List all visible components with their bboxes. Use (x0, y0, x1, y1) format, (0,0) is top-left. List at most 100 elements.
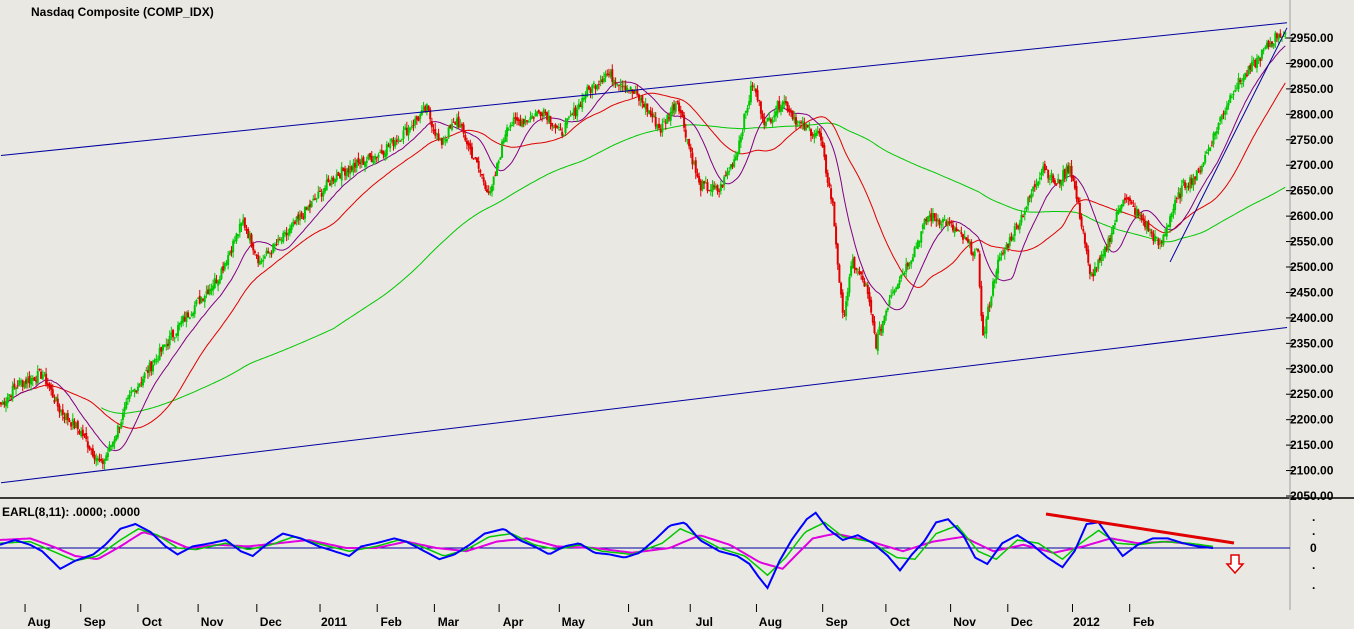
candle-up (1205, 152, 1208, 154)
candle-up (26, 378, 29, 384)
candle-up (155, 358, 158, 360)
candle-up (447, 127, 450, 138)
candle-up (1237, 78, 1240, 90)
indicator-signal-line (0, 531, 1214, 570)
candle-down (938, 219, 941, 225)
candle-down (66, 413, 69, 420)
candle-down (1043, 163, 1046, 171)
candle-up (1030, 193, 1033, 199)
candle-up (168, 335, 171, 346)
candle-up (1257, 56, 1260, 59)
candle-up (1027, 197, 1030, 206)
candle-up (928, 215, 931, 218)
candle-down (875, 334, 878, 349)
x-tick-label: May (562, 615, 586, 629)
candle-up (512, 117, 515, 125)
candle-up (913, 247, 916, 257)
candle-down (140, 382, 143, 384)
candle-up (95, 458, 98, 462)
candle-up (1265, 42, 1268, 48)
candle-down (606, 73, 609, 75)
candle-up (506, 127, 509, 137)
candle-down (332, 177, 335, 182)
candle-up (901, 273, 904, 275)
x-tick-label: Aug (27, 615, 50, 629)
candle-up (364, 162, 367, 167)
candle-down (40, 371, 43, 379)
candle-down (1279, 33, 1282, 38)
candle-down (574, 107, 577, 116)
candle-up (265, 250, 268, 254)
candle-down (514, 117, 517, 119)
candle-up (130, 391, 133, 394)
candle-up (856, 269, 859, 271)
candle-up (908, 264, 911, 266)
candle-down (73, 421, 76, 429)
price-grid (1286, 37, 1294, 497)
candle-down (347, 168, 350, 173)
candle-down (522, 118, 525, 125)
candle-down (1077, 197, 1080, 202)
candle-down (1194, 176, 1197, 179)
candle-down (1080, 216, 1083, 227)
candle-up (1189, 177, 1192, 189)
trendline (0, 22, 1288, 157)
candle-up (1209, 147, 1212, 152)
candle-up (317, 191, 320, 198)
candle-up (335, 174, 338, 181)
candle-down (784, 101, 787, 103)
candle-up (773, 115, 776, 118)
candle-down (718, 190, 721, 192)
candle-up (926, 216, 929, 223)
candle-up (290, 225, 293, 231)
candle-down (1175, 198, 1178, 200)
candle-down (460, 124, 463, 126)
candle-up (445, 138, 448, 142)
candle-down (1150, 231, 1153, 234)
candle-up (103, 459, 106, 465)
candle-down (706, 182, 709, 191)
candle-down (98, 459, 101, 462)
candle-down (614, 81, 617, 84)
candle-down (167, 343, 170, 346)
price-y-tick-labels: 2050.00 2100.00 2150.00 2200.00 2250.00 2300.… (1290, 31, 1334, 503)
candle-up (20, 380, 23, 382)
candle-up (983, 331, 986, 334)
candle-up (379, 152, 382, 154)
candle-down (392, 139, 395, 146)
candle-down (1022, 216, 1025, 218)
candle-up (905, 263, 908, 273)
candle-up (1164, 234, 1167, 236)
candle-down (925, 218, 928, 222)
candle-up (564, 122, 567, 133)
candle-down (243, 217, 246, 228)
y-tick-label: 2250.00 (1290, 387, 1334, 401)
candle-up (1097, 259, 1100, 269)
candle-down (70, 422, 73, 427)
candle-down (297, 214, 300, 219)
candle-up (1040, 172, 1043, 176)
candle-down (788, 108, 791, 113)
candle-down (1140, 214, 1143, 220)
candle-down (484, 182, 487, 189)
candle-down (1072, 176, 1075, 181)
candle-up (334, 178, 337, 183)
candle-down (1088, 264, 1091, 274)
candle-up (1118, 208, 1121, 212)
candle-up (185, 312, 188, 323)
candle-down (45, 373, 48, 385)
candle-up (1225, 105, 1228, 111)
candle-up (898, 280, 901, 285)
candle-up (200, 297, 203, 304)
candle-up (916, 240, 919, 249)
candle-down (831, 198, 834, 203)
candle-down (63, 416, 66, 419)
candle-down (375, 157, 378, 159)
candle-up (340, 166, 343, 181)
candle-up (324, 187, 327, 192)
candle-up (258, 260, 261, 265)
candle-down (172, 330, 175, 338)
candle-up (163, 345, 166, 347)
candle-down (308, 204, 311, 208)
candle-down (948, 221, 951, 224)
